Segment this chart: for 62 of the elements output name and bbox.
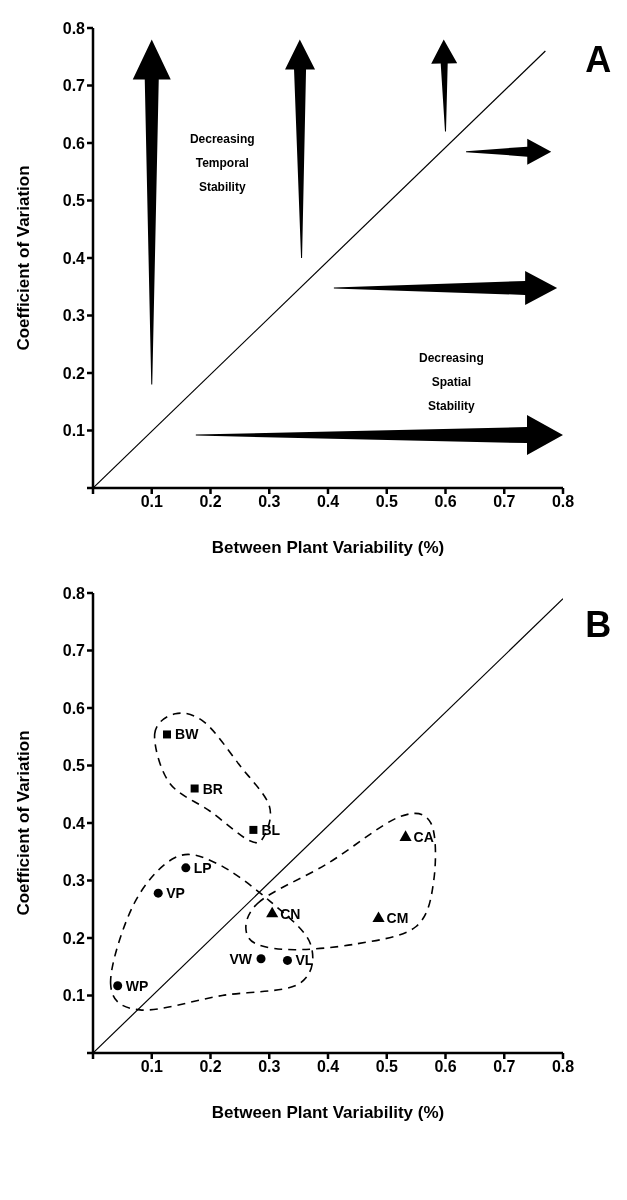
y-tick-label: 0.8: [62, 584, 86, 602]
x-tick-label: 0.8: [551, 493, 575, 511]
x-axis-title: Between Plant Variability (%): [211, 538, 445, 557]
annotation: VL: [295, 952, 314, 969]
y-tick-label: 0.4: [62, 814, 86, 832]
x-tick-label: 0.1: [140, 1058, 163, 1076]
annotation: BL: [261, 821, 281, 838]
annotation: BR: [202, 780, 223, 797]
y-tick-label: 0.1: [62, 422, 86, 440]
annotation: Decreasing Spatial Stability: [419, 350, 484, 413]
y-tick-label: 0.2: [62, 364, 86, 382]
annotation: CA: [413, 829, 434, 846]
point: [282, 955, 292, 965]
point: [249, 825, 258, 834]
point: [181, 863, 191, 873]
x-axis-title: Between Plant Variability (%): [211, 1103, 445, 1122]
y-axis-title: Coefficient of Variation: [14, 165, 34, 351]
annotation: BW: [175, 726, 200, 743]
x-tick-label: 0.4: [316, 493, 340, 511]
point: [256, 954, 266, 964]
point: [153, 888, 163, 898]
point: [399, 830, 412, 841]
y-tick-label: 0.3: [62, 307, 86, 325]
y-tick-label: 0.5: [62, 757, 86, 775]
annotation: WP: [125, 977, 149, 994]
annotation: CM: [386, 910, 409, 927]
text: B: [585, 603, 612, 645]
point: [372, 911, 385, 922]
y-tick-label: 0.8: [62, 19, 86, 37]
x-tick-label: 0.2: [199, 493, 222, 511]
x-tick-label: 0.5: [375, 493, 398, 511]
x-tick-label: 0.8: [551, 1058, 575, 1076]
y-tick-label: 0.7: [62, 642, 86, 660]
text: A: [585, 38, 612, 80]
point: [266, 906, 279, 918]
point: [113, 981, 123, 991]
y-tick-label: 0.3: [62, 872, 86, 890]
y-axis-title: Coefficient of Variation: [14, 730, 34, 916]
y-tick-label: 0.4: [62, 249, 86, 267]
y-tick-label: 0.7: [62, 77, 86, 95]
x-tick-label: 0.4: [316, 1058, 340, 1076]
y-tick-label: 0.6: [62, 699, 86, 717]
annotation: VP: [166, 885, 185, 902]
x-tick-label: 0.3: [258, 493, 281, 511]
annotation: VW: [229, 950, 253, 967]
x-tick-label: 0.3: [258, 1058, 281, 1076]
y-tick-label: 0.2: [62, 929, 86, 947]
x-tick-label: 0.2: [199, 1058, 222, 1076]
point: [163, 730, 172, 739]
y-tick-label: 0.1: [62, 987, 86, 1005]
annotation: Decreasing Temporal Stability: [189, 132, 255, 194]
annotation: CN: [280, 905, 301, 922]
point: [190, 784, 199, 793]
x-tick-label: 0.7: [493, 1058, 516, 1076]
x-tick-label: 0.7: [493, 493, 516, 511]
annotation: LP: [193, 859, 212, 876]
x-tick-label: 0.6: [434, 493, 457, 511]
y-tick-label: 0.5: [62, 192, 86, 210]
y-tick-label: 0.6: [62, 134, 86, 152]
x-tick-label: 0.1: [140, 493, 163, 511]
x-tick-label: 0.5: [375, 1058, 398, 1076]
x-tick-label: 0.6: [434, 1058, 457, 1076]
